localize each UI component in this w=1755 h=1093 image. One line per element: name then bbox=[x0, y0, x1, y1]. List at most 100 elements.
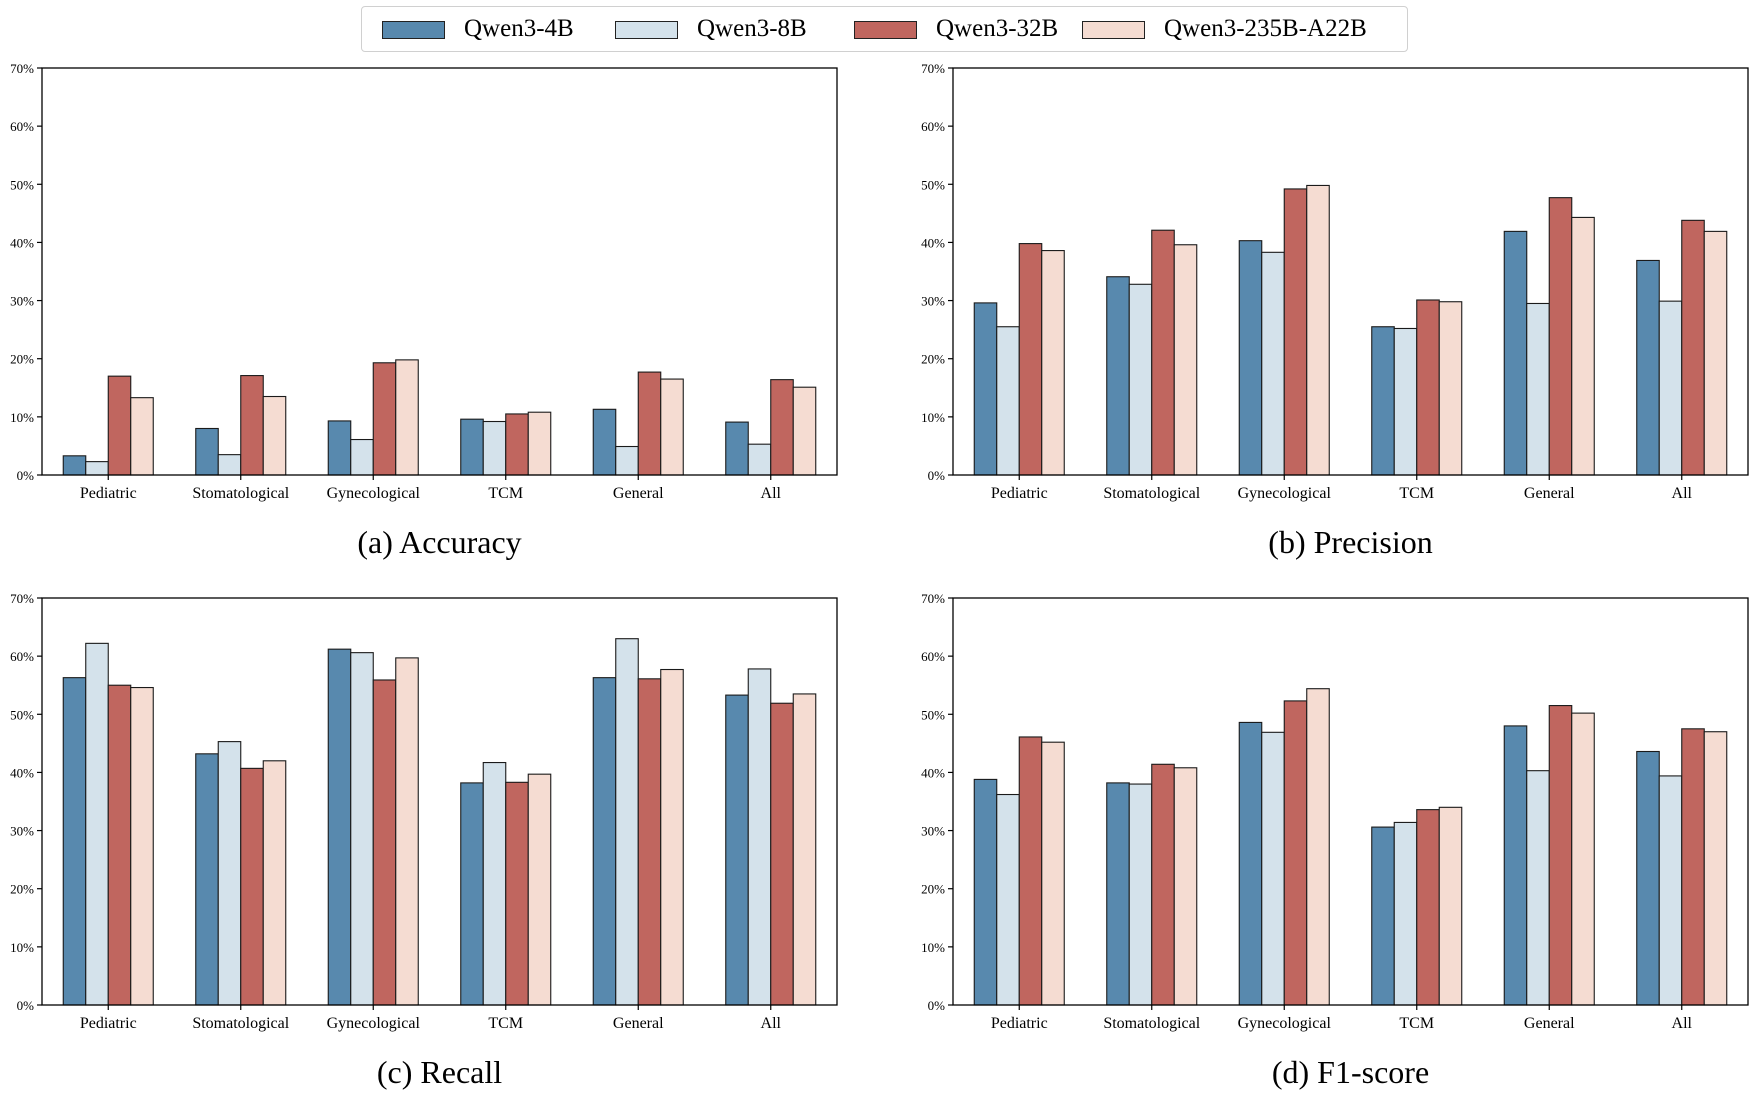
plot-frame bbox=[41, 597, 838, 1006]
plot-frame bbox=[952, 67, 1749, 476]
chart-title-c-recall: (c) Recall bbox=[377, 1054, 502, 1090]
chart-title-a-accuracy: (a) Accuracy bbox=[357, 524, 521, 560]
y-tick-label: 20% bbox=[921, 352, 945, 367]
y-tick-label: 40% bbox=[10, 235, 34, 250]
plot-frame bbox=[41, 67, 838, 476]
x-tick-label-general: General bbox=[613, 485, 664, 502]
y-tick-label: 30% bbox=[10, 294, 34, 309]
y-tick-label: 50% bbox=[921, 707, 945, 722]
bar-qwen3-8b-gynecological bbox=[1261, 731, 1285, 1006]
bar-qwen3-32b-all bbox=[1681, 728, 1705, 1006]
y-tick-label: 10% bbox=[10, 410, 34, 425]
legend-swatch-qwen3-32b bbox=[854, 21, 917, 39]
x-tick-label-stomatological: Stomatological bbox=[1103, 1015, 1200, 1032]
y-tick-label: 30% bbox=[921, 824, 945, 839]
bar-qwen3-235b-a22b-pediatric bbox=[1041, 741, 1065, 1006]
y-tick-label: 40% bbox=[921, 235, 945, 250]
legend-label-qwen3-32b: Qwen3-32B bbox=[936, 15, 1059, 42]
y-tick-label: 70% bbox=[10, 61, 34, 76]
x-tick-label-gynecological: Gynecological bbox=[327, 485, 421, 502]
chart-legend: Qwen3-4B Qwen3-8B Qwen3-32B Qwen3-235B-A… bbox=[361, 6, 1408, 52]
bar-qwen3-32b-tcm bbox=[1416, 809, 1440, 1006]
x-tick-label-tcm: TCM bbox=[488, 1015, 523, 1032]
y-tick-label: 20% bbox=[921, 882, 945, 897]
x-tick-label-gynecological: Gynecological bbox=[1238, 485, 1332, 502]
y-tick-label: 70% bbox=[921, 591, 945, 606]
bar-qwen3-4b-gynecological bbox=[1238, 721, 1263, 1006]
bar-qwen3-235b-a22b-tcm bbox=[1438, 806, 1463, 1006]
y-tick-label: 0% bbox=[17, 468, 35, 483]
y-tick-label: 0% bbox=[17, 998, 35, 1013]
x-tick-label-pediatric: Pediatric bbox=[991, 1015, 1048, 1032]
y-tick-label: 0% bbox=[928, 998, 946, 1013]
x-tick-label-general: General bbox=[1524, 1015, 1575, 1032]
x-tick-label-all: All bbox=[761, 485, 782, 502]
bar-qwen3-8b-stomatological bbox=[1128, 783, 1153, 1006]
y-tick-label: 10% bbox=[921, 940, 945, 955]
bar-qwen3-235b-a22b-general bbox=[1571, 712, 1595, 1006]
y-tick-label: 30% bbox=[921, 294, 945, 309]
y-tick-label: 20% bbox=[10, 352, 34, 367]
y-tick-label: 40% bbox=[10, 765, 34, 780]
bar-qwen3-4b-general bbox=[1503, 725, 1528, 1006]
bar-qwen3-235b-a22b-gynecological bbox=[1306, 688, 1330, 1006]
bar-qwen3-4b-stomatological bbox=[1106, 782, 1130, 1006]
y-tick-label: 50% bbox=[10, 177, 34, 192]
y-tick-label: 50% bbox=[921, 177, 945, 192]
x-tick-label-stomatological: Stomatological bbox=[192, 485, 289, 502]
y-tick-label: 50% bbox=[10, 707, 34, 722]
bar-qwen3-4b-pediatric bbox=[973, 778, 998, 1006]
bar-qwen3-32b-general bbox=[1548, 705, 1573, 1006]
y-tick-label: 60% bbox=[10, 649, 34, 664]
bar-qwen3-8b-all bbox=[1658, 775, 1683, 1006]
y-tick-label: 20% bbox=[10, 882, 34, 897]
plot-frame bbox=[952, 597, 1749, 1006]
chart-title-d-f1-score: (d) F1-score bbox=[1272, 1054, 1429, 1090]
bar-qwen3-8b-pediatric bbox=[996, 793, 1020, 1006]
x-tick-label-general: General bbox=[613, 1015, 664, 1032]
bar-qwen3-32b-gynecological bbox=[1283, 700, 1308, 1006]
y-tick-label: 60% bbox=[921, 119, 945, 134]
legend-swatch-qwen3-235b-a22b bbox=[1082, 21, 1145, 39]
y-tick-label: 70% bbox=[10, 591, 34, 606]
bar-qwen3-32b-stomatological bbox=[1151, 763, 1175, 1006]
x-tick-label-pediatric: Pediatric bbox=[80, 1015, 137, 1032]
legend-label-qwen3-4b: Qwen3-4B bbox=[464, 15, 574, 42]
chart-title-b-precision: (b) Precision bbox=[1268, 524, 1432, 560]
x-tick-label-stomatological: Stomatological bbox=[192, 1015, 289, 1032]
legend-label-qwen3-8b: Qwen3-8B bbox=[697, 15, 807, 42]
bar-qwen3-4b-all bbox=[1636, 750, 1660, 1006]
bar-qwen3-235b-a22b-stomatological bbox=[1173, 767, 1198, 1006]
x-tick-label-all: All bbox=[1672, 1015, 1693, 1032]
x-tick-label-general: General bbox=[1524, 485, 1575, 502]
x-tick-label-tcm: TCM bbox=[1399, 485, 1434, 502]
legend-swatch-qwen3-8b bbox=[615, 21, 678, 39]
bar-qwen3-32b-pediatric bbox=[1018, 736, 1043, 1006]
bar-qwen3-4b-tcm bbox=[1371, 826, 1395, 1006]
y-tick-label: 30% bbox=[10, 824, 34, 839]
y-tick-label: 10% bbox=[10, 940, 34, 955]
y-tick-label: 10% bbox=[921, 410, 945, 425]
bar-qwen3-8b-tcm bbox=[1393, 821, 1418, 1006]
x-tick-label-tcm: TCM bbox=[488, 485, 523, 502]
y-tick-label: 60% bbox=[921, 649, 945, 664]
y-tick-label: 40% bbox=[921, 765, 945, 780]
x-tick-label-gynecological: Gynecological bbox=[1238, 1015, 1332, 1032]
legend-label-qwen3-235b-a22b: Qwen3-235B-A22B bbox=[1164, 15, 1367, 42]
x-tick-label-pediatric: Pediatric bbox=[80, 485, 137, 502]
y-tick-label: 0% bbox=[928, 468, 946, 483]
x-tick-label-stomatological: Stomatological bbox=[1103, 485, 1200, 502]
legend-swatch-qwen3-4b bbox=[382, 21, 445, 39]
y-tick-label: 60% bbox=[10, 119, 34, 134]
bar-qwen3-8b-general bbox=[1526, 770, 1550, 1006]
y-tick-label: 70% bbox=[921, 61, 945, 76]
x-tick-label-gynecological: Gynecological bbox=[327, 1015, 421, 1032]
x-tick-label-all: All bbox=[761, 1015, 782, 1032]
x-tick-label-all: All bbox=[1672, 485, 1693, 502]
x-tick-label-pediatric: Pediatric bbox=[991, 485, 1048, 502]
x-tick-label-tcm: TCM bbox=[1399, 1015, 1434, 1032]
